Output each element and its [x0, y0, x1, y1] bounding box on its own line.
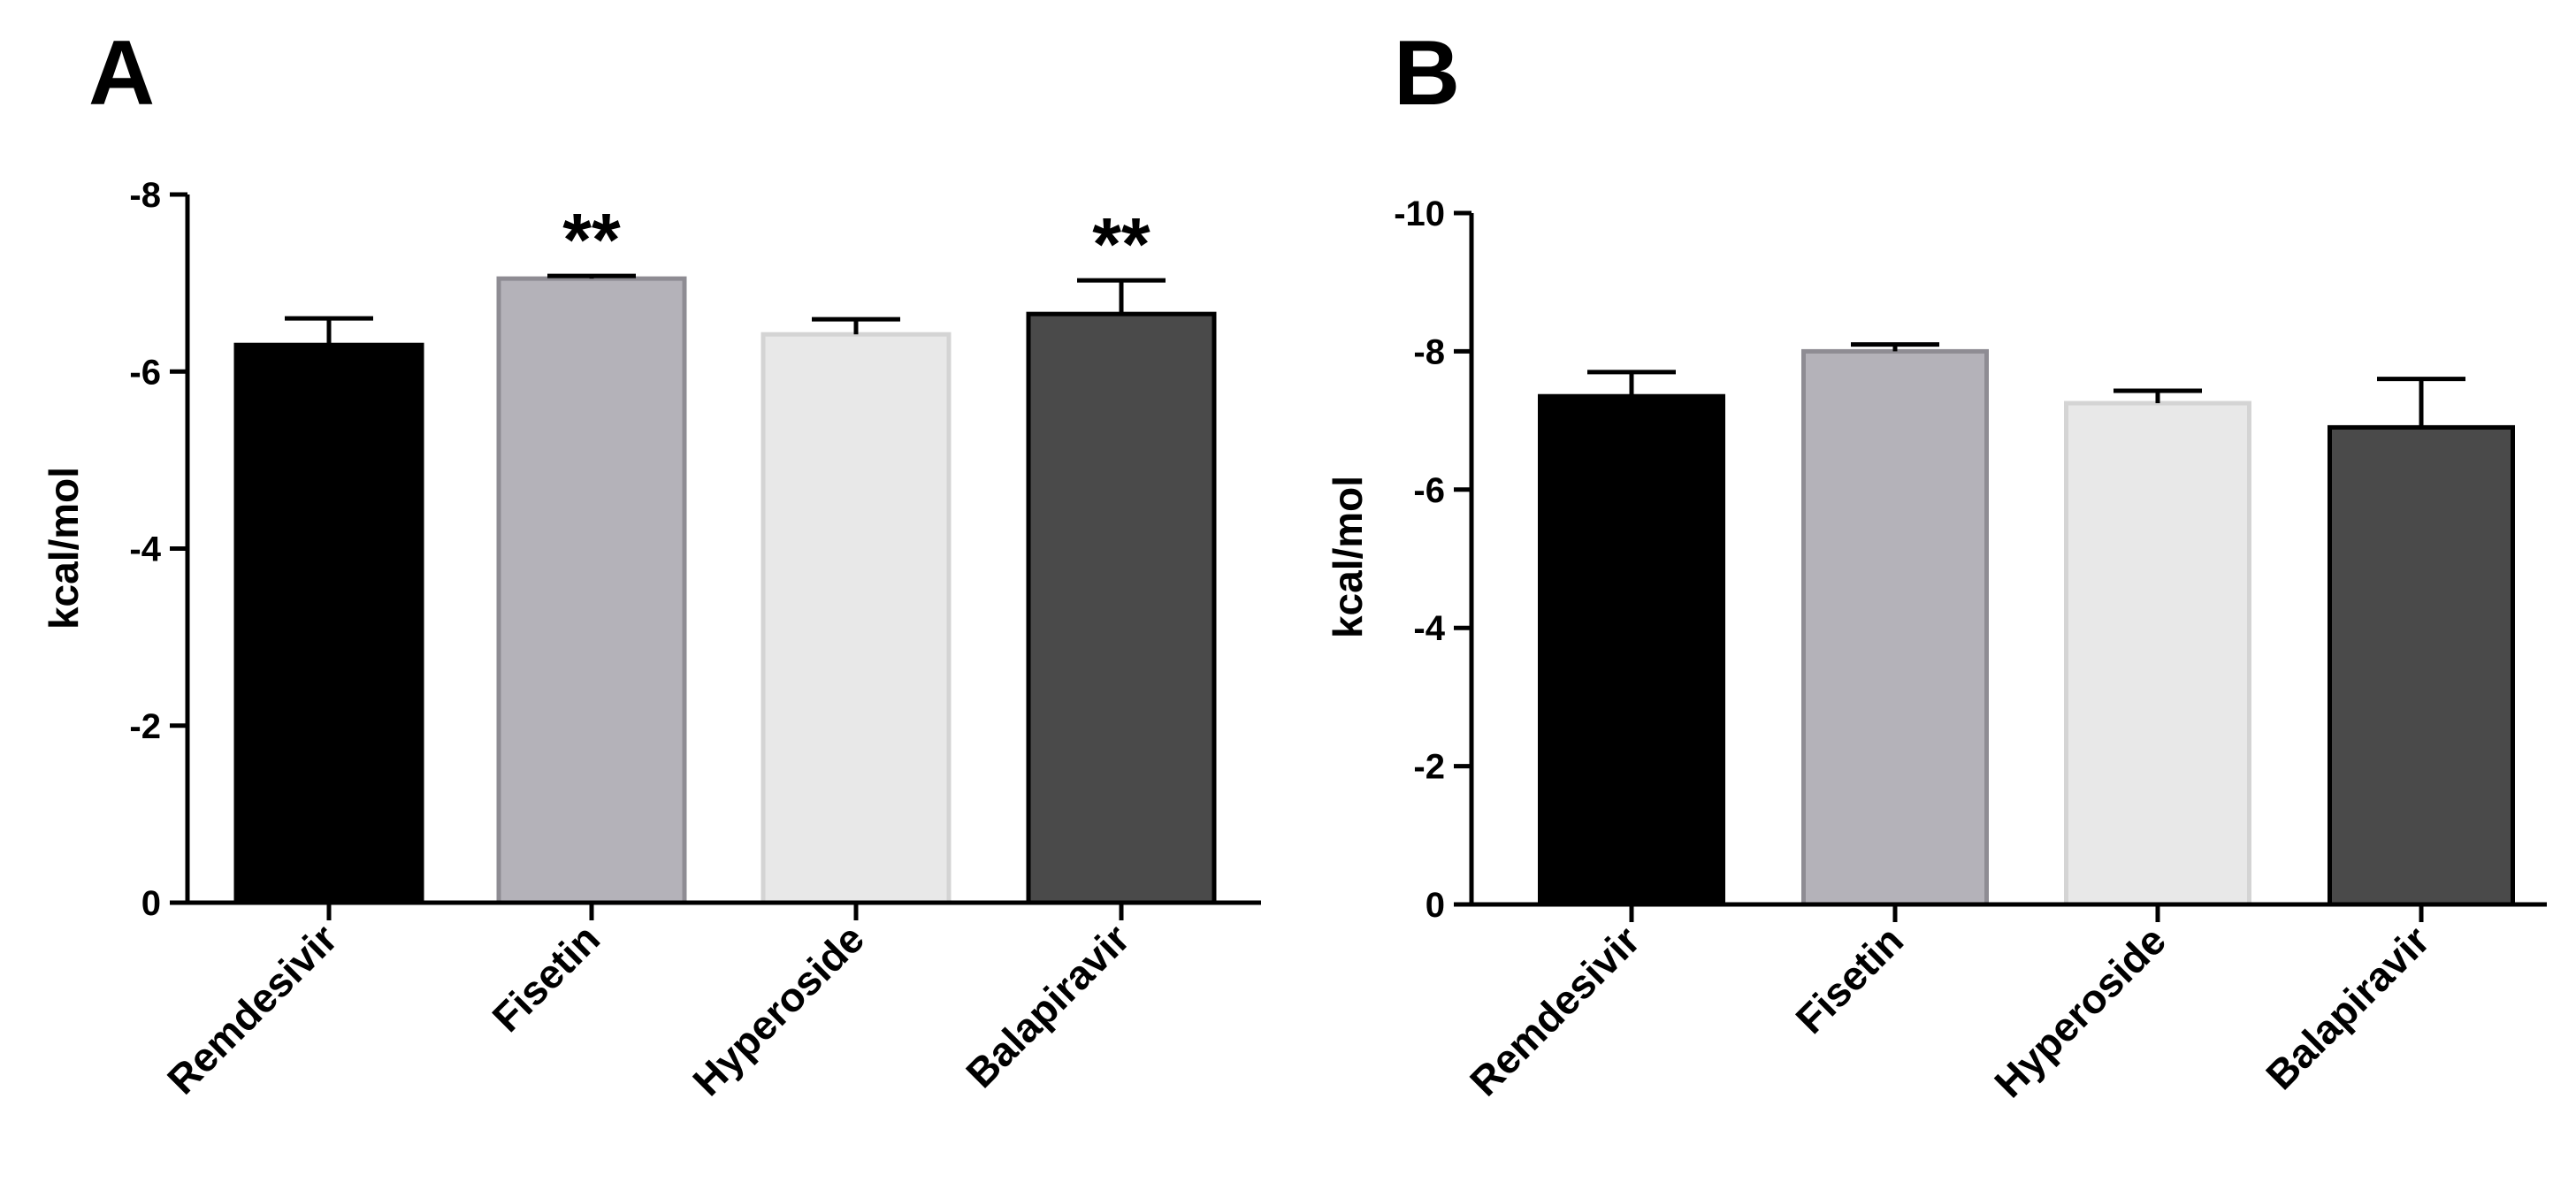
panel-a-x-tick-label-fisetin: Fisetin: [483, 915, 608, 1041]
panel-a-y-tick-label: 0: [141, 884, 161, 923]
panel-b-x-tick-label-hyperoside: Hyperoside: [1985, 917, 2175, 1106]
panel-b-label: B: [1394, 22, 1460, 125]
panel-a-x-tick-label-balapiravir: Balapiravir: [957, 915, 1138, 1096]
panel-a-x-tick-label-hyperoside: Hyperoside: [684, 915, 873, 1104]
panel-b-x-tick-label-fisetin: Fisetin: [1786, 917, 1912, 1042]
panel-b-y-tick-label: -4: [1413, 609, 1445, 648]
panel-a-label: A: [88, 22, 155, 125]
panel-a-y-tick-label: -4: [129, 530, 161, 569]
panel-b-y-tick-label: -10: [1394, 195, 1445, 233]
panel-a-y-tick-label: -2: [129, 707, 161, 746]
panel-b-bar-balapiravir: [2328, 424, 2515, 907]
panel-b-y-axis-title: kcal/mol: [1325, 476, 1371, 638]
panel-a-bar-balapiravir: [1026, 311, 1217, 905]
panel-b-x-tick-label-balapiravir: Balapiravir: [2257, 917, 2438, 1098]
panel-b-bar-hyperoside: [2064, 400, 2251, 907]
panel-a-significance-balapiravir: **: [1092, 202, 1150, 286]
panel-a-y-tick-label: -6: [129, 353, 161, 392]
panel-b-x-tick-label-remdesivir: Remdesivir: [1461, 917, 1648, 1104]
panel-b: B kcal/mol -10 -8 -6 -4 -2 0 Remdesivir Fisetin…: [1325, 22, 2547, 1106]
panel-b-y-tick-label: -8: [1413, 332, 1445, 371]
panel-a-x-tick-label-remdesivir: Remdesivir: [158, 915, 346, 1102]
panel-b-bar-remdesivir: [1538, 393, 1725, 907]
panel-a-bar-fisetin: [496, 276, 687, 905]
panel-a-bar-hyperoside: [761, 332, 952, 905]
panel-b-bar-fisetin: [1801, 348, 1989, 907]
panel-b-y-tick-label: -2: [1413, 748, 1445, 787]
panel-a-y-tick-label: -8: [129, 176, 161, 215]
panel-a-bar-remdesivir: [233, 342, 424, 905]
panel-a-y-axis-title: kcal/mol: [41, 467, 87, 629]
panel-b-plot-area: -10 -8 -6 -4 -2 0 Remdesivir Fisetin Hyperoside B…: [1394, 195, 2547, 1106]
panel-a-significance-fisetin: **: [562, 198, 621, 281]
panel-b-y-tick-label: -6: [1413, 471, 1445, 510]
panel-b-y-tick-label: 0: [1426, 886, 1445, 925]
